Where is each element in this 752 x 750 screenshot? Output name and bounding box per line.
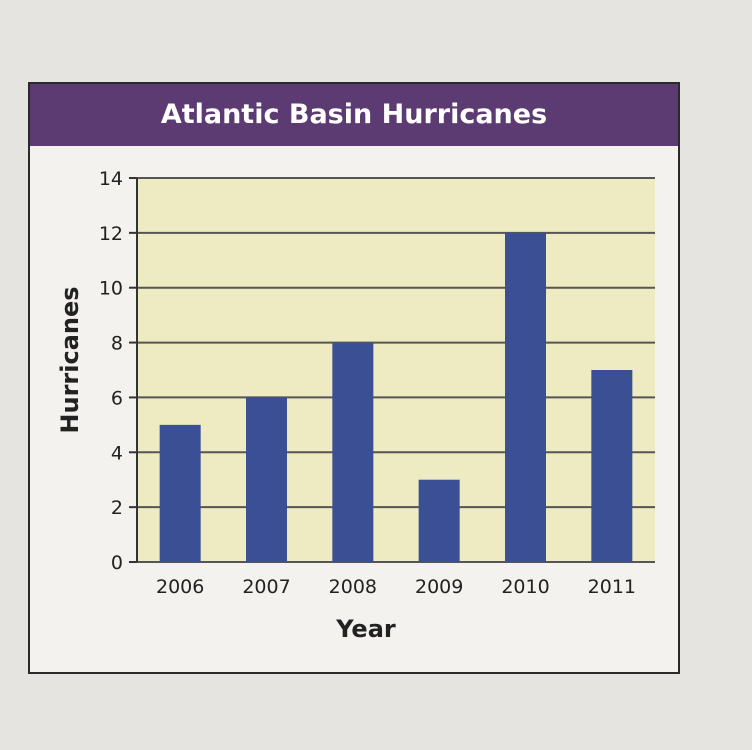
x-tick-label: 2007 [242,576,290,598]
bar [332,342,374,562]
x-tick-label: 2009 [415,576,463,598]
bar [505,232,546,562]
y-tick-label: 10 [99,278,123,300]
x-axis-label: Year [335,615,396,643]
y-axis-label: Hurricanes [56,286,84,433]
bar [591,370,633,562]
y-tick-label: 4 [111,442,123,464]
x-tick-label: 2006 [156,576,204,598]
y-tick-label: 8 [111,333,123,355]
y-tick-label: 12 [99,223,123,245]
y-tick-label: 2 [111,497,123,519]
plot-area [137,178,655,562]
x-tick-label: 2010 [501,576,549,598]
y-tick-label: 14 [99,168,123,190]
bar [246,397,287,562]
y-tick-label: 6 [111,387,123,409]
chart-title: Atlantic Basin Hurricanes [30,84,678,146]
bar [159,424,201,562]
y-tick-label: 0 [111,552,123,574]
bar [418,479,460,562]
x-tick-label: 2011 [588,576,636,598]
x-tick-label: 2008 [329,576,377,598]
